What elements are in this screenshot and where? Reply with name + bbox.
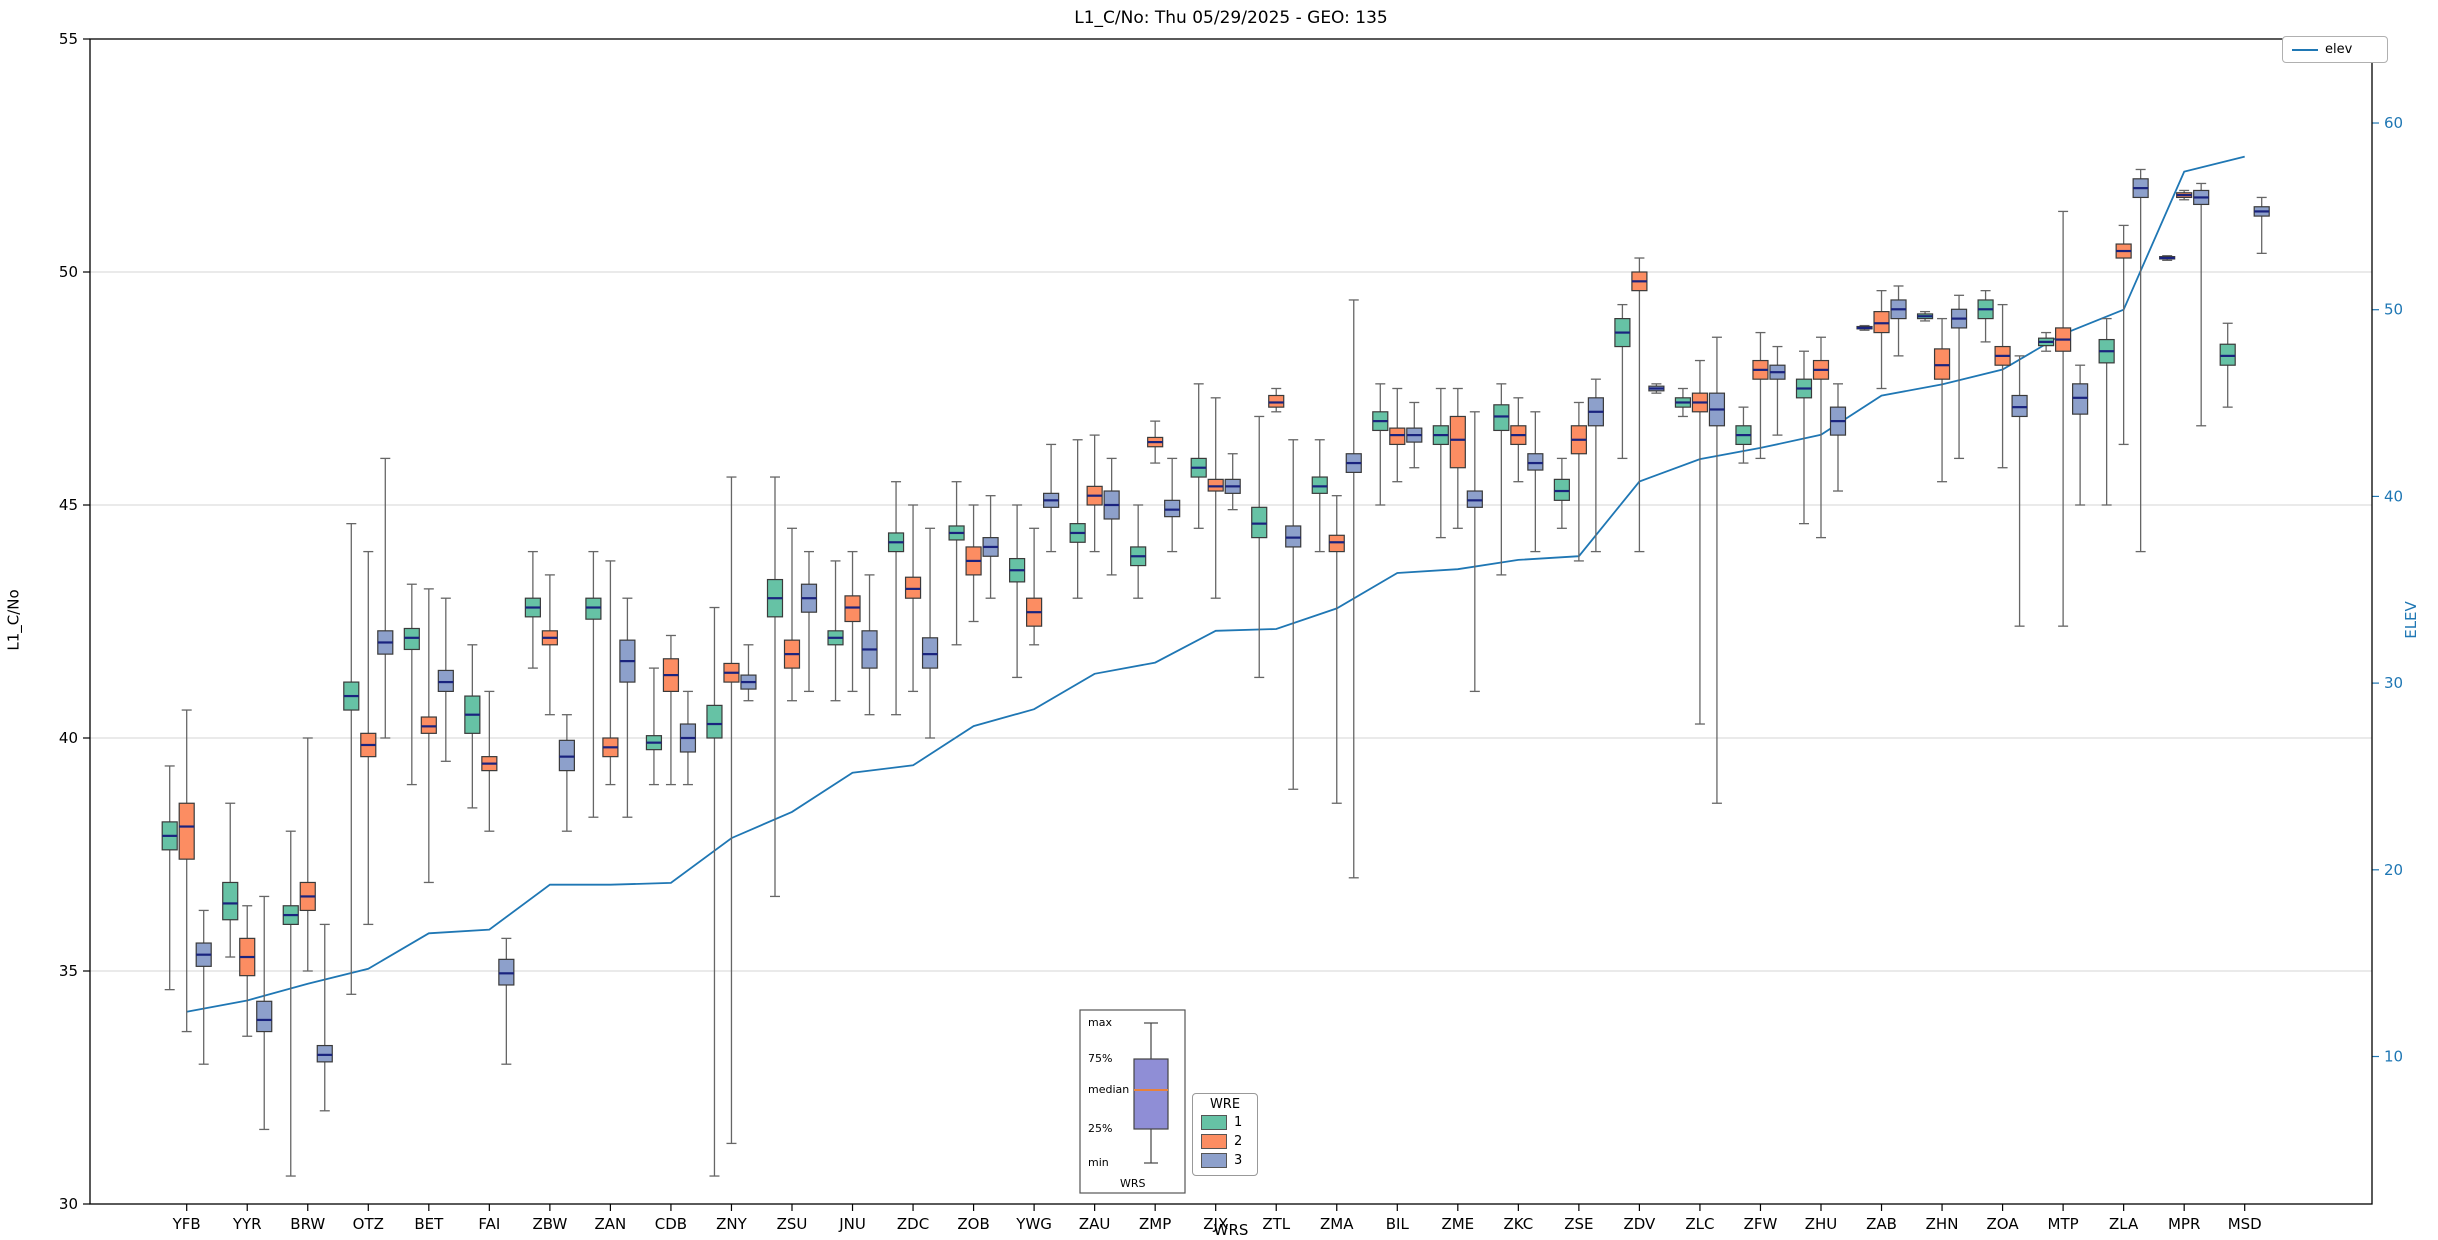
svg-text:ZSU: ZSU xyxy=(777,1215,808,1233)
elev-legend: elev xyxy=(2282,36,2388,63)
svg-text:MSD: MSD xyxy=(2228,1215,2262,1233)
wre-legend-title: WRE xyxy=(1209,1097,1241,1112)
svg-text:ZDV: ZDV xyxy=(1623,1215,1656,1233)
svg-text:ZAN: ZAN xyxy=(595,1215,627,1233)
svg-text:ZNY: ZNY xyxy=(716,1215,747,1233)
svg-text:OTZ: OTZ xyxy=(353,1215,384,1233)
svg-text:ZDC: ZDC xyxy=(897,1215,929,1233)
anatomy-q3-label: 75% xyxy=(1088,1052,1113,1065)
svg-text:ZHN: ZHN xyxy=(1926,1215,1959,1233)
elev-legend-label: elev xyxy=(2325,42,2353,57)
svg-text:10: 10 xyxy=(2384,1048,2403,1066)
svg-text:ZHU: ZHU xyxy=(1805,1215,1838,1233)
svg-text:ZKC: ZKC xyxy=(1503,1215,1533,1233)
svg-text:YWG: YWG xyxy=(1015,1215,1052,1233)
svg-text:35: 35 xyxy=(59,962,78,980)
wre3-label: 3 xyxy=(1234,1153,1243,1168)
svg-text:YYR: YYR xyxy=(232,1215,262,1233)
svg-text:MTP: MTP xyxy=(2048,1215,2079,1233)
svg-text:50: 50 xyxy=(2384,301,2403,319)
svg-text:MPR: MPR xyxy=(2168,1215,2200,1233)
svg-text:ZMP: ZMP xyxy=(1139,1215,1171,1233)
svg-text:BRW: BRW xyxy=(290,1215,325,1233)
svg-text:45: 45 xyxy=(59,496,78,514)
svg-text:BET: BET xyxy=(414,1215,444,1233)
svg-text:ZAU: ZAU xyxy=(1079,1215,1111,1233)
svg-text:ZFW: ZFW xyxy=(1744,1215,1778,1233)
wre-legend-item: 3 xyxy=(1193,1151,1257,1170)
svg-text:55: 55 xyxy=(59,30,78,48)
wre-legend: WRE 1 2 3 xyxy=(1192,1093,1258,1176)
boxplot-anatomy-inset xyxy=(1079,1009,1186,1194)
wre1-label: 1 xyxy=(1234,1115,1243,1130)
svg-text:ZLA: ZLA xyxy=(2109,1215,2139,1233)
anatomy-max-label: max xyxy=(1088,1016,1112,1029)
svg-text:YFB: YFB xyxy=(172,1215,201,1233)
wre1-color-patch xyxy=(1201,1115,1227,1130)
svg-text:JNU: JNU xyxy=(838,1215,866,1233)
wre2-label: 2 xyxy=(1234,1134,1243,1149)
svg-text:BIL: BIL xyxy=(1386,1215,1410,1233)
anatomy-q1-label: 25% xyxy=(1088,1122,1113,1135)
svg-text:ZOB: ZOB xyxy=(957,1215,989,1233)
svg-text:ZME: ZME xyxy=(1441,1215,1474,1233)
svg-text:40: 40 xyxy=(59,729,78,747)
svg-text:FAI: FAI xyxy=(478,1215,500,1233)
svg-text:ZJX: ZJX xyxy=(1203,1215,1228,1233)
anatomy-min-label: min xyxy=(1088,1156,1109,1169)
anatomy-median-label: median xyxy=(1088,1083,1130,1096)
wre-legend-item: 1 xyxy=(1193,1113,1257,1132)
svg-text:ZSE: ZSE xyxy=(1564,1215,1593,1233)
svg-text:60: 60 xyxy=(2384,114,2403,132)
svg-text:ZAB: ZAB xyxy=(1866,1215,1897,1233)
elev-line-sample xyxy=(2292,48,2318,51)
x-axis-label: WRS xyxy=(1213,1221,1249,1239)
svg-text:30: 30 xyxy=(2384,674,2403,692)
svg-text:40: 40 xyxy=(2384,487,2403,505)
svg-text:50: 50 xyxy=(59,263,78,281)
svg-text:30: 30 xyxy=(59,1195,78,1213)
svg-text:CDB: CDB xyxy=(655,1215,687,1233)
anatomy-xlabel: WRS xyxy=(1120,1177,1146,1190)
chart-title: L1_C/No: Thu 05/29/2025 - GEO: 135 xyxy=(1074,8,1388,28)
svg-text:ZOA: ZOA xyxy=(1987,1215,2020,1233)
svg-text:ZBW: ZBW xyxy=(532,1215,567,1233)
y-axis-label: L1_C/No xyxy=(4,589,23,651)
wre2-color-patch xyxy=(1201,1134,1227,1149)
svg-text:20: 20 xyxy=(2384,861,2403,879)
wre-legend-item: 2 xyxy=(1193,1132,1257,1151)
elev-axis-label: ELEV xyxy=(2401,601,2420,639)
svg-text:ZMA: ZMA xyxy=(1320,1215,1354,1233)
wre3-color-patch xyxy=(1201,1153,1227,1168)
svg-text:ZLC: ZLC xyxy=(1685,1215,1714,1233)
svg-text:ZTL: ZTL xyxy=(1262,1215,1290,1233)
